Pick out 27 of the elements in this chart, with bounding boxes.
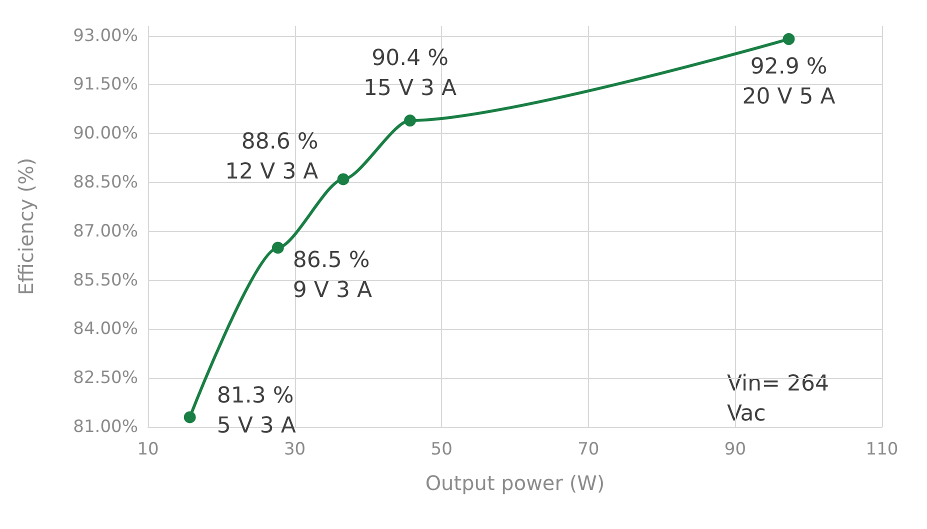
x-tick-label: 110 xyxy=(866,440,898,460)
x-tick-label: 50 xyxy=(430,440,452,460)
point xyxy=(272,242,284,254)
x-axis-title: Output power (W) xyxy=(425,471,605,495)
y-tick-label: 88.50% xyxy=(73,172,138,192)
data-label: 92.9 % 20 V 5 A xyxy=(742,54,836,110)
y-axis-title: Efficiency (%) xyxy=(14,158,38,296)
point xyxy=(404,114,416,127)
y-tick-label: 81.00% xyxy=(73,417,138,437)
y-tick-label: 90.00% xyxy=(73,124,138,144)
y-tick-label: 84.00% xyxy=(73,319,138,340)
x-tick-label: 90 xyxy=(724,440,746,460)
point xyxy=(782,33,795,46)
data-label: 88.6 % 12 V 3 A xyxy=(225,130,318,185)
data-label: 86.5 % 9 V 3 A xyxy=(292,248,372,304)
data-label: 81.3 % 5 V 3 A xyxy=(216,384,296,439)
x-tick-label: 10 xyxy=(137,440,159,460)
data-label: 90.4 % 15 V 3 A xyxy=(364,46,457,102)
y-tick-label: 87.00% xyxy=(73,221,138,242)
y-tick-label: 91.50% xyxy=(73,74,138,95)
x-tick-label: 70 xyxy=(578,440,600,460)
point xyxy=(184,411,196,424)
x-tick-label: 30 xyxy=(284,440,306,460)
y-tick-label: 85.50% xyxy=(73,270,138,290)
y-tick-label: 82.50% xyxy=(73,368,138,388)
y-tick-label: 93.00% xyxy=(73,26,138,46)
point xyxy=(337,173,350,186)
